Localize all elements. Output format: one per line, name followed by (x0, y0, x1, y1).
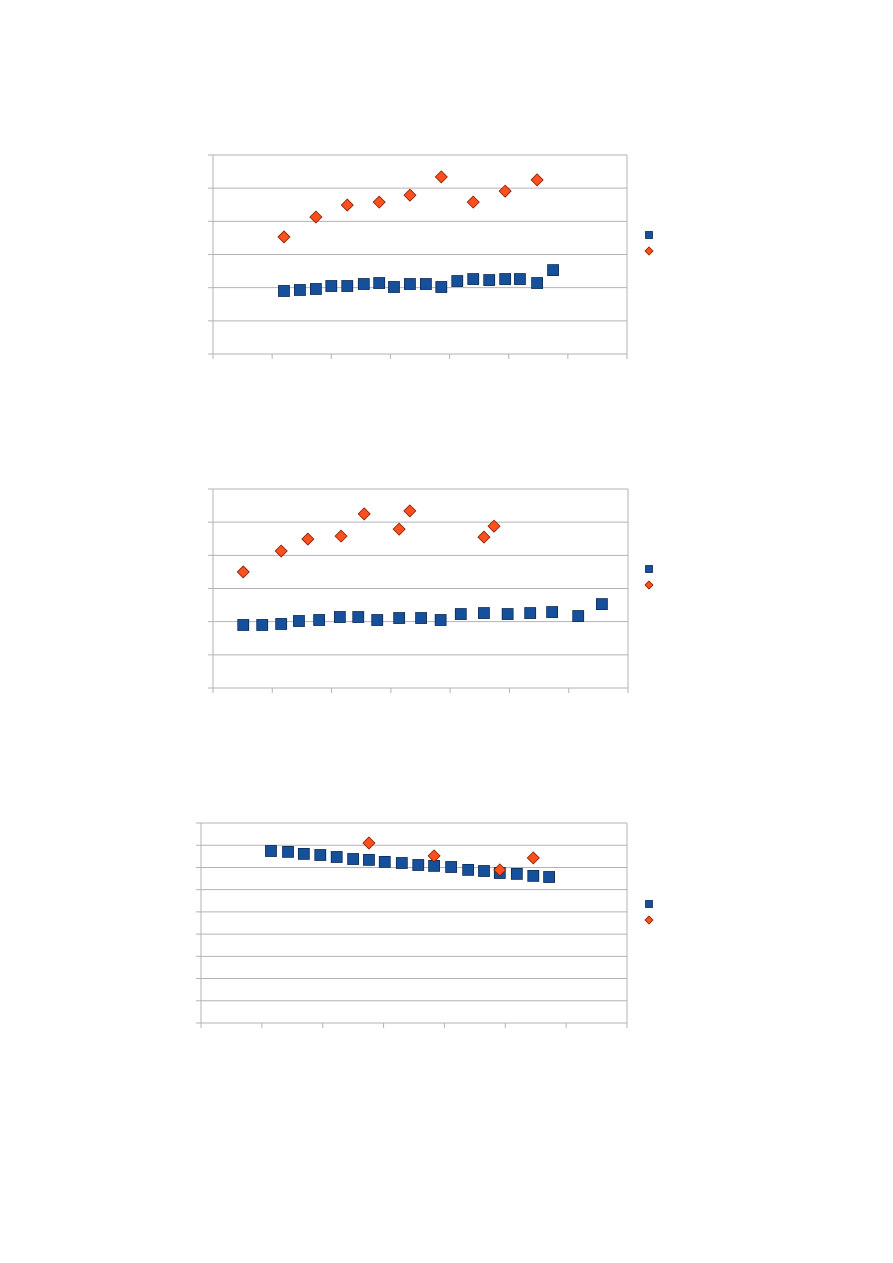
point (357, 278, 370, 290)
point (236, 565, 250, 579)
point (388, 281, 400, 293)
point (434, 170, 448, 184)
point (325, 280, 338, 292)
point (293, 615, 305, 627)
legend-marker (645, 565, 653, 573)
point (466, 195, 480, 209)
point (313, 614, 326, 626)
point (510, 867, 523, 880)
point (501, 608, 514, 620)
point (546, 606, 559, 618)
point (372, 195, 386, 209)
point (572, 610, 585, 622)
point (392, 522, 406, 536)
point (256, 619, 269, 631)
legend-marker (644, 915, 654, 925)
point (403, 504, 417, 518)
point (526, 851, 540, 865)
point (357, 507, 371, 521)
point (547, 264, 559, 276)
point (543, 871, 556, 883)
point (462, 863, 475, 876)
point (309, 210, 323, 224)
point (514, 273, 526, 285)
legend-marker (644, 580, 654, 590)
point (478, 607, 490, 619)
point (362, 836, 376, 850)
point (301, 532, 315, 546)
point (278, 285, 290, 297)
point (527, 869, 540, 882)
point (420, 278, 432, 290)
point (435, 281, 448, 293)
point (451, 275, 464, 287)
point (363, 853, 375, 866)
point (434, 614, 447, 626)
legend-marker (645, 231, 653, 239)
point (277, 230, 291, 244)
point (334, 529, 348, 543)
point (373, 277, 386, 289)
point (415, 612, 427, 624)
point (314, 849, 327, 861)
point (340, 198, 354, 212)
point (483, 274, 496, 286)
point (478, 865, 490, 877)
point (524, 607, 537, 619)
point (282, 845, 294, 858)
point (467, 273, 480, 285)
point (596, 598, 608, 610)
point (310, 283, 322, 295)
point (352, 611, 365, 623)
scatter-chart (208, 488, 654, 693)
legend-marker (645, 900, 653, 908)
point (371, 614, 384, 626)
point (297, 847, 310, 860)
point (274, 544, 288, 558)
point (493, 863, 507, 877)
point (487, 519, 501, 533)
point (499, 273, 512, 285)
point (265, 845, 277, 857)
point (498, 184, 512, 198)
point (404, 278, 416, 290)
point (403, 188, 417, 202)
point (275, 618, 288, 630)
point (395, 857, 408, 869)
point (341, 280, 354, 292)
point (477, 530, 491, 544)
point (530, 173, 544, 187)
point (427, 849, 441, 863)
point (454, 608, 467, 620)
point (531, 277, 544, 289)
scatter-chart (208, 154, 654, 359)
point (330, 851, 343, 863)
point (412, 859, 425, 871)
scatter-chart (196, 822, 654, 1028)
point (237, 619, 250, 631)
point (393, 612, 406, 624)
legend-marker (644, 246, 654, 256)
point (333, 611, 346, 623)
point (378, 855, 391, 868)
point (294, 284, 306, 296)
point (347, 853, 360, 865)
point (445, 861, 458, 873)
